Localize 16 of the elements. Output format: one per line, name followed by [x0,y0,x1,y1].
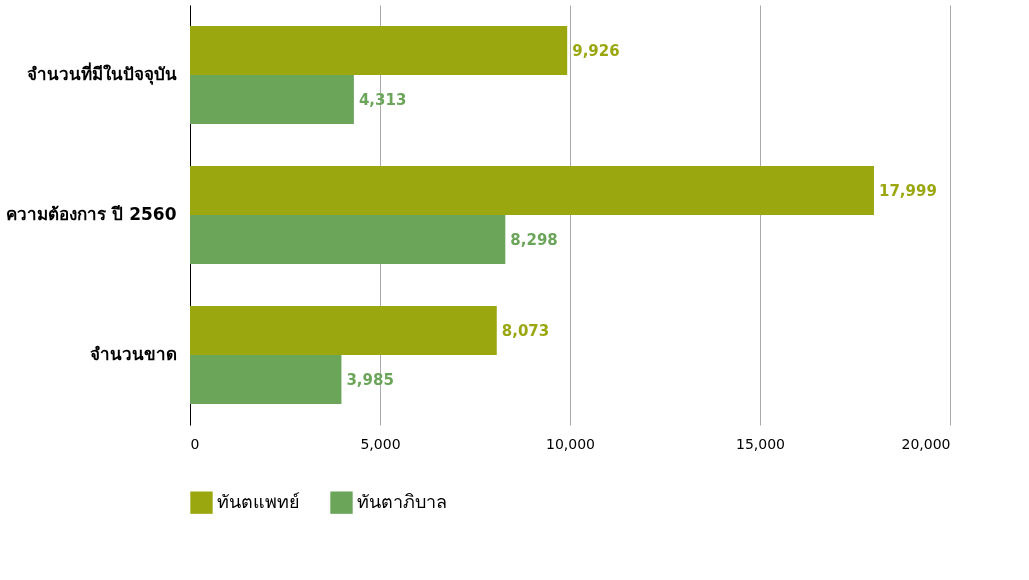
x-tick-label: 15,000 [736,435,785,452]
y-tick-label: ความต้องการ ปี 2560 [6,204,177,224]
data-label: 8,298 [510,230,558,249]
legend-label: ทันตแพทย์ [217,490,300,512]
legend-label: ทันตาภิบาล [357,490,447,512]
y-tick-label: จำนวนขาด [89,344,177,364]
x-tick-label: 20,000 [901,435,951,452]
data-label: 8,073 [501,321,550,340]
x-tick-label: 10,000 [546,435,595,452]
x-tick-label: 0 [190,435,200,452]
data-label: 9,926 [572,41,620,60]
data-label: 3,985 [346,370,394,389]
data-label: 17,999 [878,181,937,200]
data-label: 4,313 [358,90,407,109]
y-tick-label: จำนวนที่มีในปัจจุบัน [26,62,177,85]
x-tick-label: 5,000 [360,435,401,452]
